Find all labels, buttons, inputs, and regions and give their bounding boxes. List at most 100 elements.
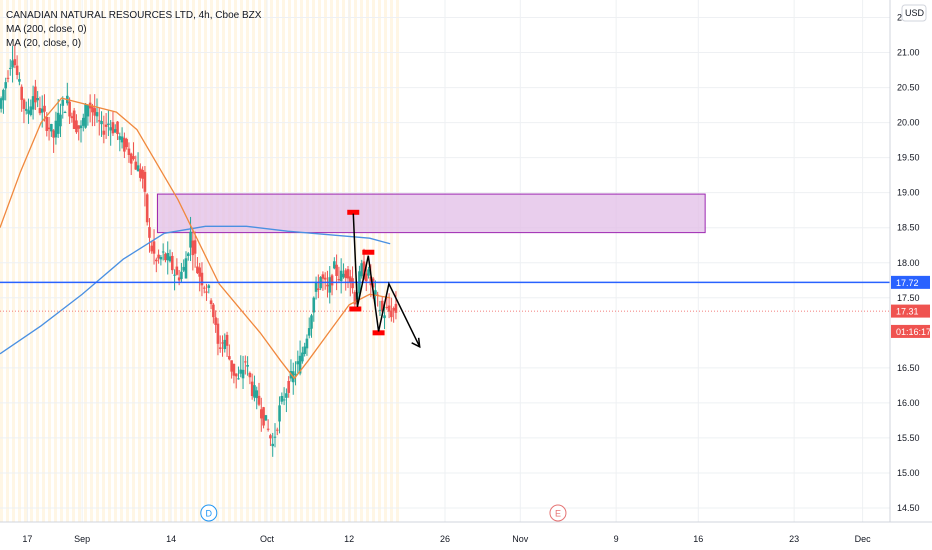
currency-box[interactable] [901,4,927,22]
session-band [204,0,207,522]
ma200-label[interactable]: MA (200, close, 0) [6,24,87,35]
y-tick-label: 19.00 [897,188,920,198]
candle-body [337,279,341,281]
x-tick-label: 12 [344,534,354,544]
session-band [36,0,39,522]
y-tick-label: 20.00 [897,118,920,128]
pivot-marker[interactable] [349,306,362,312]
pivot-marker[interactable] [362,249,375,255]
session-band [90,0,93,522]
candle-body [118,136,122,140]
last-price-tag-bg [891,304,930,318]
candle-body [200,272,204,286]
candle-body [296,361,300,365]
ma20-label[interactable]: MA (20, close, 0) [6,38,82,49]
candle-body [193,240,197,254]
candle-body [50,123,53,132]
session-band [306,0,309,522]
candle-body [120,136,124,143]
y-tick-label: 15.50 [897,433,920,443]
y-tick-label: 17.50 [897,293,920,303]
session-band [342,0,345,522]
y-tick-label: 14.50 [897,503,920,513]
candle-body [141,169,144,179]
candle-body [107,123,110,125]
event-marker-e[interactable] [549,504,567,522]
session-band [102,0,105,522]
candle-body [139,168,142,178]
candle-body [209,300,213,305]
candle-body [353,292,357,305]
candle-body [244,361,247,363]
candle-body [328,277,332,293]
candle-body [56,112,60,134]
candle-body [346,269,350,279]
candle-body [239,369,243,374]
session-band [180,0,183,522]
candle-body [305,338,309,349]
symbol-title[interactable]: CANADIAN NATURAL RESOURCES LTD, 4h, Cboe… [6,10,262,21]
session-band [66,0,69,522]
x-tick-label: Nov [512,534,529,544]
session-band [228,0,231,522]
session-band [60,0,63,522]
candle-body [271,443,275,447]
level-price-tag-bg [891,275,930,289]
x-tick-label: Oct [260,534,275,544]
y-tick-label: 18.50 [897,223,920,233]
candle-body [262,407,265,426]
pivot-marker[interactable] [372,330,385,336]
session-band [210,0,213,522]
projection-arrowhead [411,337,421,349]
candle-body [175,266,179,275]
session-band [18,0,21,522]
candle-body [164,253,167,261]
candle-body [13,59,17,66]
event-marker-d[interactable] [200,504,218,522]
candle-body [68,101,71,117]
session-band [246,0,249,522]
candle-body [27,110,30,114]
candle-body [253,385,256,398]
candle-body [339,270,343,282]
session-band [282,0,285,522]
candle-body [150,245,154,252]
candle-body [246,365,249,367]
candle-body [392,307,395,311]
candle-body [109,127,112,131]
candle-body [266,428,270,430]
candle-body [241,369,245,379]
projection-path[interactable] [352,213,421,348]
candle-body [321,274,325,279]
session-band [72,0,75,522]
y-tick-label: 16.50 [897,363,920,373]
session-band [174,0,177,522]
candle-body [43,105,46,112]
candle-body [123,137,126,152]
candle-body [387,305,391,312]
candle-body [127,148,131,156]
candle-body [385,307,389,309]
candle-body [184,258,188,279]
candle-body [6,77,10,79]
candle-body [72,110,76,129]
session-band [252,0,255,522]
candle-body [157,254,160,259]
session-band [48,0,51,522]
ma20-line [0,97,391,380]
candle-body [29,106,33,115]
candle-body [132,156,135,160]
candle-body [8,67,12,69]
session-band [372,0,375,522]
candle-body [152,241,156,254]
candle-body [250,381,254,397]
candle-body [367,269,370,276]
session-band [384,0,387,522]
candle-body [40,108,44,113]
session-band [276,0,279,522]
candle-body [285,393,288,398]
pivot-marker[interactable] [347,209,360,215]
candle-body [330,275,334,286]
session-band [216,0,219,522]
